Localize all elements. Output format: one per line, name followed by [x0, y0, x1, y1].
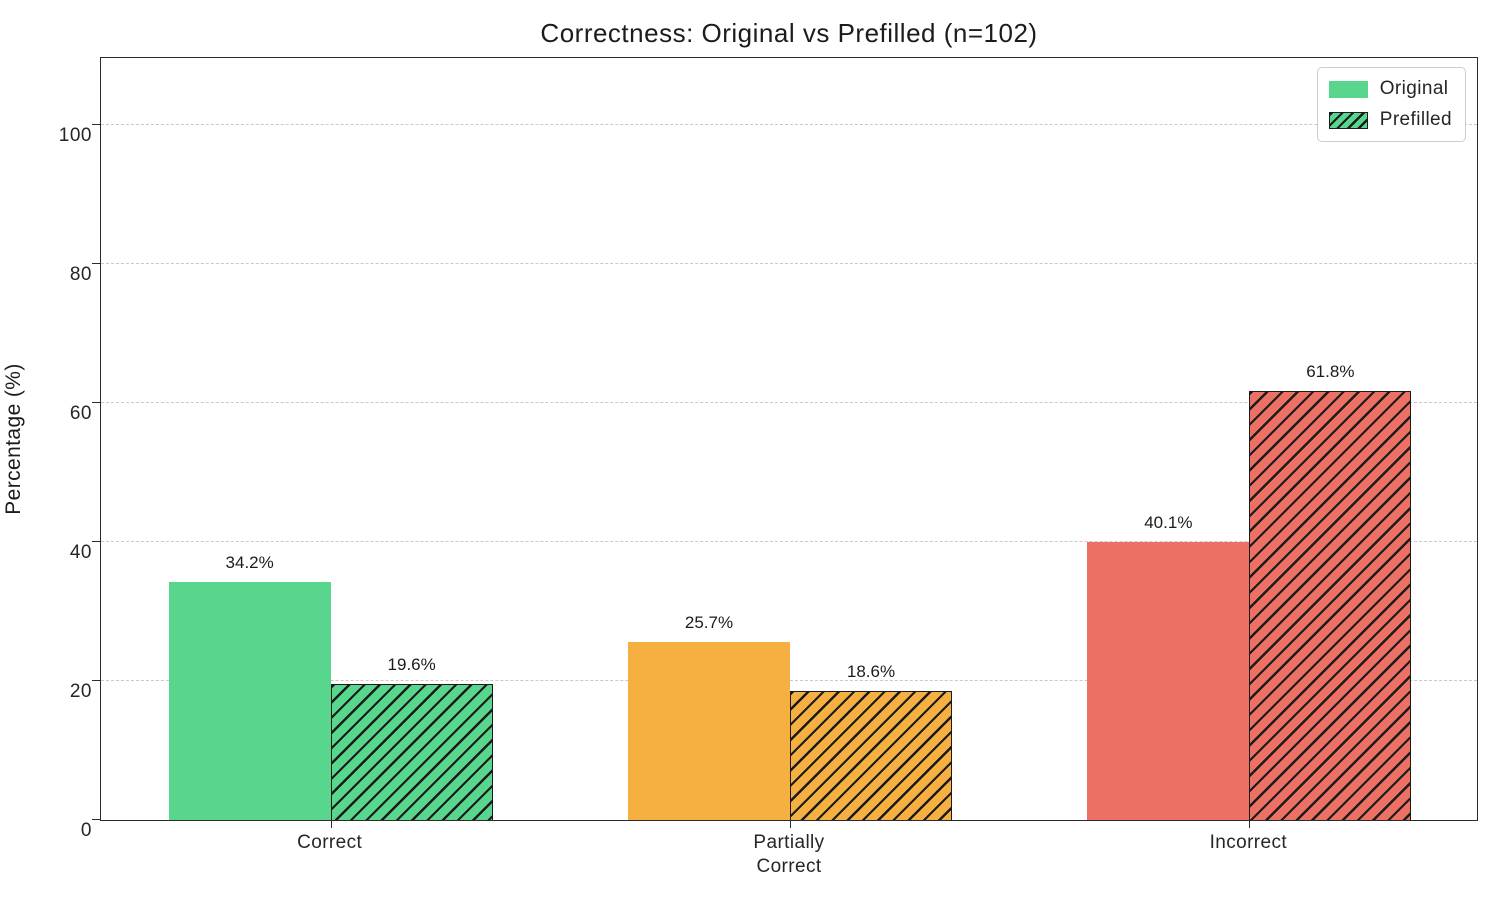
y-tick-40 — [92, 541, 101, 543]
legend-swatch-original — [1328, 80, 1368, 98]
y-tick-60 — [92, 402, 101, 404]
y-tick-label-20: 20 — [69, 681, 92, 703]
bar-value-label-prefilled-0: 19.6% — [387, 654, 436, 674]
x-tick-1 — [790, 820, 791, 828]
bar-prefilled-2 — [1249, 390, 1412, 820]
x-tick-2 — [1249, 820, 1251, 828]
gridline-60 — [101, 402, 1477, 404]
bar-prefilled-0 — [330, 683, 493, 820]
legend-swatch-prefilled — [1328, 111, 1368, 129]
y-tick-100 — [92, 124, 101, 126]
bar-value-label-original-1: 25.7% — [684, 612, 734, 632]
y-tick-80 — [92, 263, 101, 265]
y-tick-label-0: 0 — [80, 820, 92, 841]
bar-prefilled-1 — [790, 690, 952, 820]
bar-original-0 — [168, 582, 331, 820]
y-tick-label-60: 60 — [69, 403, 92, 425]
legend-item-prefilled: Prefilled — [1328, 109, 1452, 131]
bar-value-label-prefilled-1: 18.6% — [846, 661, 896, 681]
y-tick-label-40: 40 — [69, 542, 92, 564]
x-tick-0 — [330, 820, 332, 828]
plot-area: 34.2% 19.6% 25.7% 18.6% 40.1% 61.8% Original … — [92, 57, 1478, 828]
x-tick-label-2: Incorrect — [1209, 832, 1288, 853]
chart-title: Correctness: Original vs Prefilled (n=10… — [540, 18, 1038, 48]
x-tick-label-0: Correct — [297, 832, 363, 853]
bar-original-1 — [628, 641, 790, 820]
bar-value-label-prefilled-2: 61.8% — [1306, 361, 1355, 381]
y-tick-labels: 0 20 40 60 80 100 — [0, 57, 92, 841]
x-tick-labels: Correct Partially Correct Incorrect — [100, 831, 1478, 891]
y-tick-0 — [92, 819, 101, 820]
legend-label-original: Original — [1379, 78, 1449, 99]
legend: Original Prefilled — [1316, 67, 1466, 142]
bar-value-label-original-2: 40.1% — [1144, 512, 1193, 532]
legend-label-prefilled: Prefilled — [1379, 109, 1452, 130]
gridline-100 — [101, 124, 1477, 126]
y-tick-20 — [92, 680, 101, 682]
y-tick-label-100: 100 — [58, 125, 92, 147]
legend-item-original: Original — [1328, 78, 1452, 100]
y-tick-label-80: 80 — [69, 264, 92, 286]
bar-original-2 — [1087, 541, 1250, 820]
gridline-80 — [101, 263, 1477, 265]
bar-value-label-original-0: 34.2% — [225, 553, 274, 573]
gridline-40 — [101, 541, 1477, 543]
x-tick-label-1: Partially Correct — [753, 832, 825, 877]
